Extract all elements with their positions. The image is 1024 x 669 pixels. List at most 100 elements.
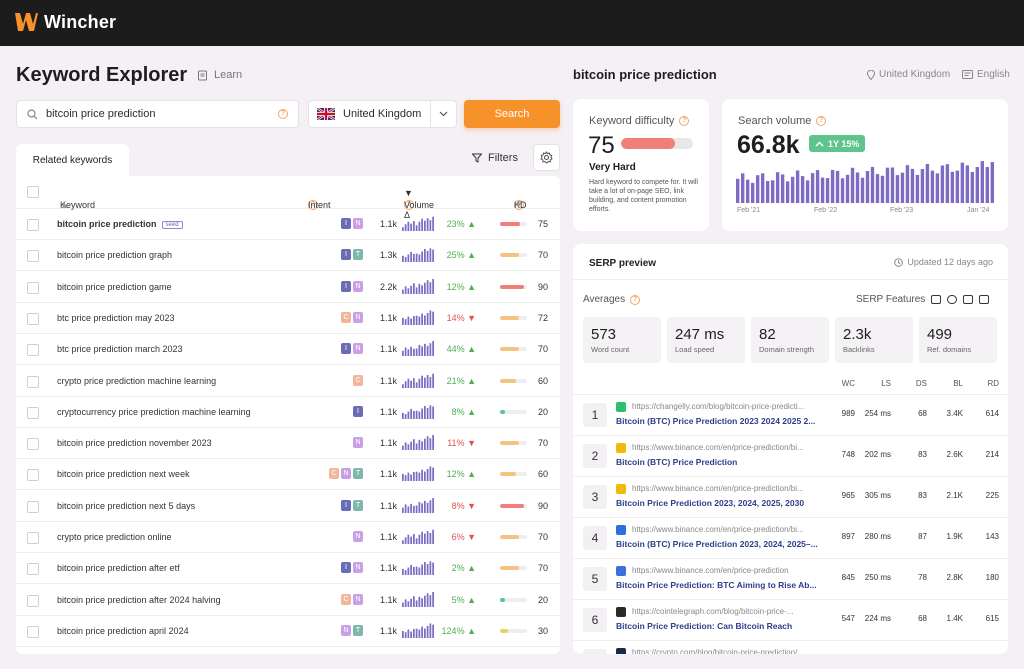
- sparkline-bar: [410, 252, 412, 263]
- filters-button[interactable]: Filters: [472, 152, 518, 164]
- tab-related-keywords[interactable]: Related keywords: [16, 144, 129, 177]
- related-searches-icon[interactable]: [931, 295, 942, 304]
- result-title[interactable]: Bitcoin Price Prediction 2023, 2024, 202…: [616, 498, 805, 508]
- row-checkbox[interactable]: [27, 281, 39, 294]
- result-title[interactable]: Bitcoin (BTC) Price Prediction 2023, 202…: [616, 539, 818, 549]
- row-checkbox[interactable]: [27, 438, 39, 451]
- table-row[interactable]: bitcoin price prediction april 2024 N T 1.1…: [16, 616, 560, 647]
- table-row[interactable]: bitcoin price prediction after 2024 halv…: [16, 585, 560, 616]
- result-title[interactable]: Bitcoin (BTC) Price Prediction 2023 2024…: [616, 416, 816, 426]
- sparkline-bar: [410, 598, 412, 607]
- row-checkbox[interactable]: [27, 532, 39, 544]
- serp-result-row[interactable]: 3 https://www.binance.com/en/price-predic…: [573, 476, 1008, 517]
- table-row[interactable]: bitcoin price prediction after etf I N 1.1k…: [16, 553, 560, 585]
- keyword-cell[interactable]: bitcoin price prediction after etf: [57, 563, 180, 574]
- serp-column-header[interactable]: WC: [841, 379, 855, 388]
- result-title[interactable]: Bitcoin (BTC) Price Prediction: [616, 457, 738, 467]
- sparkline-bar: [426, 279, 429, 294]
- serp-column-header[interactable]: DS: [915, 379, 927, 388]
- select-all-checkbox[interactable]: [27, 186, 39, 198]
- help-icon[interactable]: ?: [816, 116, 827, 126]
- kd-cell: 60: [537, 375, 548, 386]
- learn-link[interactable]: Learn: [197, 69, 242, 81]
- table-row[interactable]: btc price prediction march 2023 I N 1.1k 44%…: [16, 334, 560, 366]
- result-url[interactable]: https://cointelegraph.com/blog/bitcoin-p…: [632, 607, 794, 616]
- keyword-cell[interactable]: bitcoin price prediction game: [57, 281, 172, 292]
- result-url[interactable]: https://www.binance.com/en/price-predict…: [632, 525, 804, 534]
- serp-result-row[interactable]: 6 https://cointelegraph.com/blog/bitcoin-…: [573, 599, 1008, 640]
- keyword-cell[interactable]: bitcoin price prediction next 5 days: [57, 500, 196, 511]
- country-select[interactable]: United Kingdom: [308, 100, 457, 128]
- result-url[interactable]: https://www.binance.com/en/price-predict…: [632, 566, 789, 575]
- table-row[interactable]: bitcoin price prediction seed I N 1.1k 23% ▲ 7…: [16, 209, 560, 240]
- volume-bar: [975, 167, 980, 203]
- row-checkbox[interactable]: [27, 625, 39, 638]
- settings-button[interactable]: [533, 144, 560, 171]
- sparkline-bar: [413, 377, 415, 388]
- serp-result-row[interactable]: 1 https://changelly.com/blog/bitcoin-pric…: [573, 394, 1008, 435]
- video-icon[interactable]: [979, 295, 990, 304]
- keyword-cell[interactable]: bitcoin price prediction seed: [57, 219, 183, 229]
- logo[interactable]: Wincher: [14, 11, 116, 33]
- favicon-icon: [616, 402, 626, 412]
- sparkline-bar: [402, 474, 404, 482]
- table-row[interactable]: btc price prediction may 2023 C N 1.1k 14% ▼…: [16, 303, 560, 334]
- result-title[interactable]: Bitcoin Price Prediction: Can Bitcoin Re…: [616, 621, 793, 631]
- table-row[interactable]: bitcoin price prediction next 5 days I T 1.…: [16, 491, 560, 522]
- result-url[interactable]: https://changelly.com/blog/bitcoin-price…: [632, 402, 805, 411]
- serp-column-header[interactable]: BL: [953, 379, 963, 388]
- keyword-cell[interactable]: crypto price prediction machine learning: [57, 375, 217, 386]
- link-icon[interactable]: [947, 295, 958, 304]
- row-checkbox[interactable]: [27, 312, 39, 325]
- help-icon[interactable]: ?: [630, 294, 641, 305]
- volume-bar: [780, 174, 785, 203]
- keyword-cell[interactable]: bitcoin price prediction next week: [57, 469, 190, 480]
- table-row[interactable]: bitcoin price prediction november 2023 N 1…: [16, 428, 560, 460]
- row-checkbox[interactable]: [27, 375, 39, 388]
- serp-result-row[interactable]: 4 https://www.binance.com/en/price-predic…: [573, 517, 1008, 558]
- keyword-cell[interactable]: bitcoin price prediction november 2023: [57, 438, 212, 449]
- help-icon[interactable]: ?: [278, 109, 288, 119]
- table-row[interactable]: bitcoin price prediction graph I T 1.3k 25% …: [16, 240, 560, 272]
- keywords-table: [16, 176, 560, 654]
- search-button[interactable]: Search: [464, 100, 560, 128]
- serp-result-row[interactable]: 5 https://www.binance.com/en/price-predic…: [573, 558, 1008, 599]
- serp-result-row[interactable]: 2 https://www.binance.com/en/price-predic…: [573, 435, 1008, 476]
- result-title[interactable]: Bitcoin Price Prediction: BTC Aiming to …: [616, 580, 817, 590]
- serp-result-row[interactable]: 7 https://crypto.com/blog/bitcoin-price-p…: [573, 640, 1008, 654]
- table-row[interactable]: crypto price prediction online N 1.1k 6% ▼ 7…: [16, 522, 560, 553]
- volume-bar: [835, 170, 840, 203]
- table-row[interactable]: bitcoin price prediction game I N 2.2k 12% ▲…: [16, 272, 560, 303]
- intent-badge: T: [353, 468, 363, 480]
- serp-column-header[interactable]: RD: [987, 379, 999, 388]
- keyword-cell[interactable]: btc price prediction may 2023: [57, 312, 175, 323]
- row-checkbox[interactable]: [27, 406, 39, 419]
- image-icon[interactable]: [963, 295, 974, 304]
- row-checkbox[interactable]: [27, 344, 39, 357]
- search-input[interactable]: bitcoin price prediction ?: [16, 100, 299, 128]
- keyword-cell[interactable]: cryptocurrency price prediction machine …: [57, 406, 251, 417]
- keyword-cell[interactable]: crypto price prediction online: [57, 532, 172, 542]
- help-icon[interactable]: ?: [679, 116, 690, 126]
- table-row[interactable]: cryptocurrency price prediction machine …: [16, 397, 560, 428]
- row-checkbox[interactable]: [27, 594, 39, 607]
- result-url[interactable]: https://crypto.com/blog/bitcoin-price-pr…: [632, 648, 798, 654]
- row-checkbox[interactable]: [27, 500, 39, 513]
- row-checkbox[interactable]: [27, 219, 39, 231]
- row-checkbox[interactable]: [27, 469, 39, 482]
- keyword-cell[interactable]: bitcoin price prediction graph: [57, 250, 173, 261]
- col-volume[interactable]: ? Volume Δ ▼: [404, 188, 435, 220]
- sparkline-bar: [424, 220, 426, 231]
- serp-column-header[interactable]: LS: [881, 379, 891, 388]
- keyword-cell[interactable]: bitcoin price prediction after 2024 halv…: [57, 594, 221, 605]
- row-checkbox[interactable]: [27, 563, 39, 576]
- table-row[interactable]: crypto price prediction machine learning…: [16, 366, 560, 397]
- result-url[interactable]: https://www.binance.com/en/price-predict…: [632, 484, 804, 493]
- result-url[interactable]: https://www.binance.com/en/price-predict…: [632, 443, 804, 452]
- row-checkbox[interactable]: [27, 250, 39, 263]
- keyword-cell[interactable]: bitcoin price prediction april 2024: [57, 625, 189, 636]
- sparkline-bar: [432, 562, 434, 576]
- result-wc: 547: [841, 614, 855, 623]
- table-row[interactable]: bitcoin price prediction next week C N T 1.1…: [16, 459, 560, 491]
- keyword-cell[interactable]: btc price prediction march 2023: [57, 344, 183, 355]
